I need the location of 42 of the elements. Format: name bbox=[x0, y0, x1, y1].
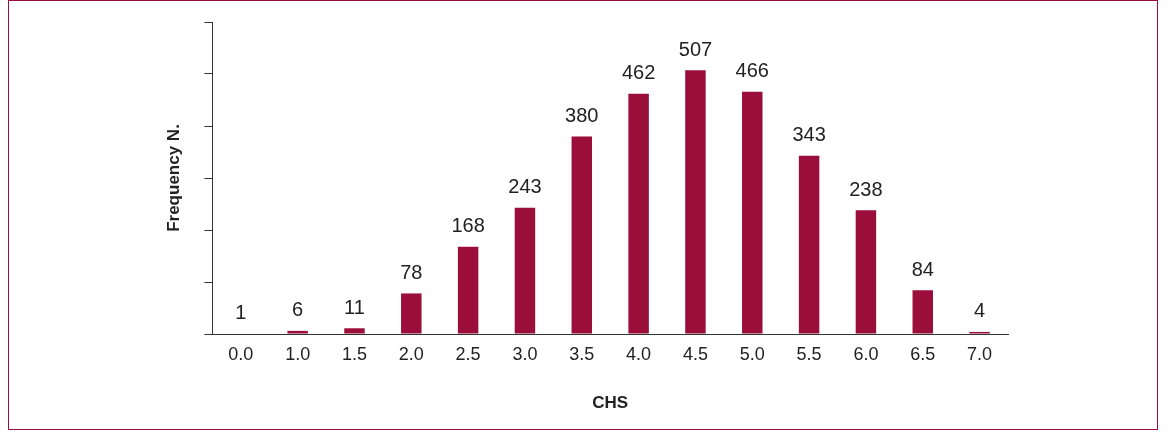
x-tick-label: 6.5 bbox=[910, 343, 936, 364]
x-tick-label: 3.0 bbox=[512, 343, 538, 364]
x-tick-label: 2.5 bbox=[455, 343, 481, 364]
data-label: 168 bbox=[451, 214, 485, 237]
x-axis-title: CHS bbox=[592, 393, 629, 413]
bar bbox=[571, 136, 593, 334]
bar bbox=[912, 290, 933, 334]
data-label: 4 bbox=[974, 299, 986, 322]
y-axis-title: Frequency N. bbox=[163, 124, 183, 232]
data-label: 6 bbox=[292, 298, 304, 321]
x-tick-label: 4.0 bbox=[626, 343, 652, 364]
data-label: 343 bbox=[792, 123, 826, 146]
x-tick-label: 4.5 bbox=[682, 343, 708, 364]
x-tick-label: 5.5 bbox=[796, 343, 822, 364]
x-tick-label: 1.5 bbox=[341, 343, 367, 364]
bar bbox=[401, 293, 422, 334]
x-tick-label: 7.0 bbox=[967, 343, 993, 364]
bar bbox=[344, 328, 365, 334]
data-label: 243 bbox=[508, 175, 542, 198]
bar bbox=[742, 91, 763, 334]
x-tick-label: 0.0 bbox=[228, 343, 254, 364]
bar bbox=[798, 155, 820, 334]
data-label: 466 bbox=[735, 59, 769, 82]
data-label: 78 bbox=[400, 260, 423, 283]
data-label: 11 bbox=[344, 295, 365, 318]
data-label: 380 bbox=[565, 103, 599, 126]
x-tick-label: 1.0 bbox=[285, 343, 311, 364]
x-tick-label: 3.5 bbox=[569, 343, 595, 364]
x-tick-label: 6.0 bbox=[853, 343, 879, 364]
bar bbox=[855, 210, 877, 334]
bar bbox=[628, 93, 649, 334]
bar bbox=[287, 330, 308, 334]
x-tick-label: 5.0 bbox=[739, 343, 765, 364]
bar bbox=[514, 207, 536, 334]
data-label: 84 bbox=[911, 257, 934, 280]
bar bbox=[457, 246, 479, 334]
data-label: 1 bbox=[235, 301, 247, 323]
data-label: 507 bbox=[678, 37, 713, 60]
bar bbox=[685, 70, 706, 334]
x-tick-label: 2.0 bbox=[398, 343, 424, 364]
data-label: 238 bbox=[849, 177, 883, 200]
data-label: 462 bbox=[621, 61, 656, 84]
